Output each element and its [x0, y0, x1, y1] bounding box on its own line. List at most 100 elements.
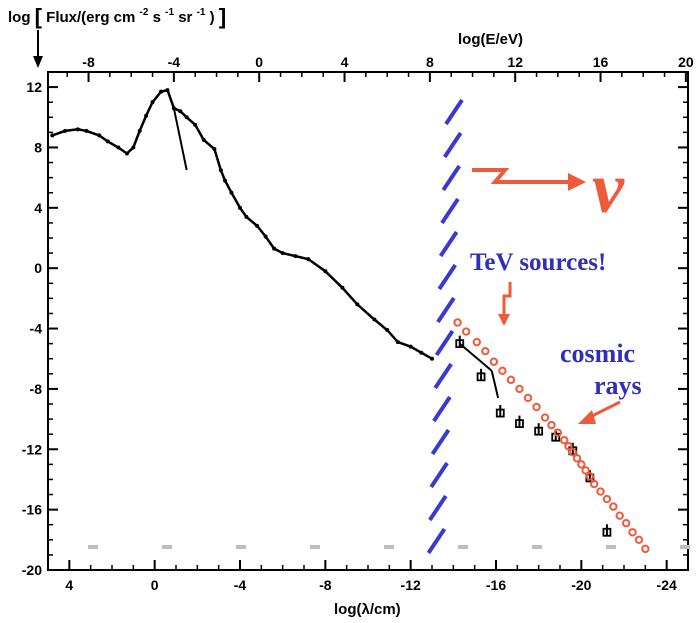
- bottom-dash-strip: [88, 545, 690, 549]
- red-point: [506, 375, 516, 385]
- high-energy-marker: [515, 419, 524, 429]
- cosmic-label-line2: rays: [594, 371, 642, 400]
- y-axis-title-quantity: Flux/(erg cm: [46, 9, 135, 26]
- y-axis-title-exp2: -1: [165, 7, 174, 18]
- y-tick-label: 4: [34, 200, 42, 216]
- black-point: [238, 205, 242, 210]
- hatch-stroke: [438, 230, 459, 258]
- hatch-stroke: [444, 98, 464, 126]
- bottom-tick-label: -24: [657, 577, 677, 593]
- red-point: [634, 535, 644, 545]
- black-point: [97, 133, 102, 138]
- y-tick-label: 8: [34, 139, 42, 155]
- black-point: [272, 246, 277, 251]
- black-point: [212, 146, 217, 151]
- dash-mark: [162, 545, 172, 549]
- black-data-layer: [50, 88, 612, 537]
- y-axis-bracket-open: [: [35, 4, 43, 29]
- black-point: [144, 113, 149, 118]
- black-point: [165, 88, 170, 93]
- dash-mark: [384, 545, 394, 549]
- ticks-layer: 4 0 -4 -8 -12 -16 -20 -24 -8 -4 0 4 8 12 16 20 12 8 4 0 -4 -8…: [22, 54, 694, 593]
- bottom-tick-label: -16: [486, 577, 506, 593]
- top-tick-label: -8: [82, 54, 95, 70]
- hatch-stroke: [440, 197, 460, 225]
- y-axis-title-end: ): [210, 9, 215, 26]
- top-tick-label: 12: [507, 54, 523, 70]
- black-point: [137, 128, 142, 133]
- y-tick-label: -12: [22, 441, 42, 457]
- black-point: [159, 89, 164, 94]
- hatch-stroke: [434, 329, 455, 357]
- red-point: [641, 544, 650, 554]
- red-point: [560, 436, 569, 445]
- red-point: [523, 393, 533, 403]
- black-point: [340, 285, 345, 290]
- red-point: [564, 442, 573, 451]
- y-axis-title: log [ Flux/(erg cm -2 s -1 sr -1 ) ]: [8, 2, 226, 29]
- bottom-tick-label: 4: [65, 577, 73, 593]
- top-tick-label: 0: [255, 54, 263, 70]
- black-point: [229, 190, 234, 195]
- dash-mark: [458, 545, 468, 549]
- red-point: [589, 479, 599, 489]
- hatch-stroke: [432, 395, 452, 423]
- y-axis-arrow: [33, 30, 43, 68]
- peak-drop-line: [172, 108, 188, 171]
- red-point: [628, 528, 637, 537]
- black-point: [218, 168, 223, 173]
- black-point: [263, 234, 268, 239]
- red-point: [615, 511, 624, 520]
- y-axis-title-exp3: -1: [197, 7, 206, 18]
- red-point: [577, 460, 586, 469]
- dash-mark: [236, 545, 246, 549]
- red-point: [568, 448, 577, 457]
- y-axis-title-prefix: log: [8, 9, 31, 26]
- hatch-stroke: [433, 362, 453, 390]
- high-energy-segment: [459, 342, 493, 372]
- black-point: [131, 145, 136, 150]
- red-point: [572, 454, 582, 463]
- red-point: [621, 519, 631, 528]
- black-point: [223, 178, 228, 183]
- black-point: [178, 109, 183, 114]
- high-energy-marker: [495, 408, 505, 418]
- red-data-layer: [453, 318, 650, 554]
- dash-mark: [310, 545, 320, 549]
- black-point: [201, 137, 206, 142]
- bottom-axis-title: log(λ/cm): [334, 601, 401, 618]
- red-point: [540, 413, 550, 422]
- black-point: [430, 356, 434, 361]
- black-point: [306, 257, 311, 262]
- y-tick-label: -4: [30, 321, 43, 337]
- black-point: [84, 128, 89, 133]
- bottom-tick-label: 0: [151, 577, 159, 593]
- red-point: [481, 346, 490, 356]
- top-axis-title: log(E/eV): [458, 31, 523, 48]
- high-energy-segment: [490, 370, 500, 399]
- dash-mark: [606, 545, 616, 549]
- cosmic-arrow: [578, 400, 621, 424]
- bottom-tick-label: -8: [319, 577, 332, 593]
- red-point: [581, 466, 590, 475]
- bottom-tick-label: -20: [571, 577, 591, 593]
- black-point: [355, 302, 360, 307]
- black-point: [150, 100, 155, 105]
- red-point: [461, 327, 471, 336]
- bottom-tick-label: -4: [234, 577, 247, 593]
- tev-arrow: [498, 282, 512, 326]
- y-tick-label: -16: [22, 502, 42, 518]
- plot-frame: [47, 71, 689, 571]
- dash-mark: [88, 545, 98, 549]
- top-tick-label: 8: [426, 54, 434, 70]
- black-point: [105, 139, 110, 144]
- top-tick-label: 20: [678, 54, 694, 70]
- bottom-tick-label: -12: [401, 577, 421, 593]
- y-axis-title-mid1: s: [153, 9, 161, 26]
- black-point: [124, 151, 129, 156]
- neutrino-symbol: ν: [592, 148, 625, 228]
- hatch-stroke: [442, 131, 463, 159]
- dash-mark: [532, 545, 542, 549]
- red-point: [472, 337, 481, 347]
